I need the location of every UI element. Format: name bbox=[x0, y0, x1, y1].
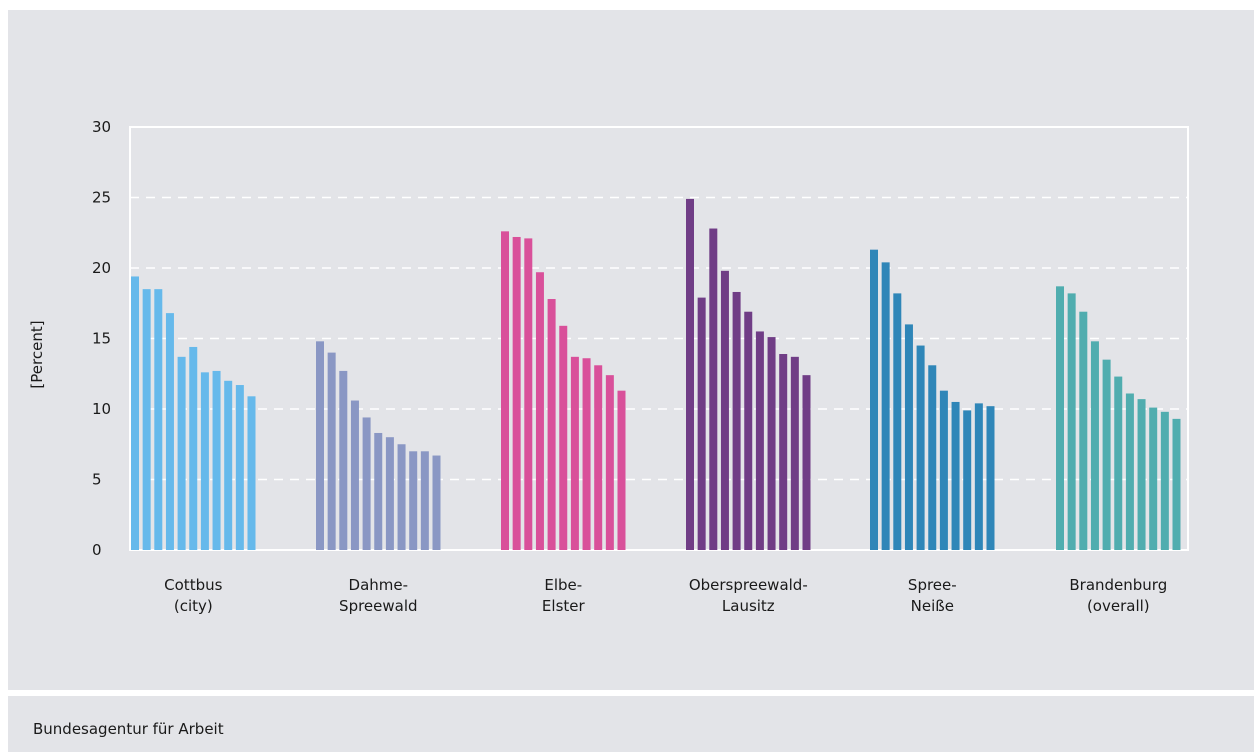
bar bbox=[1160, 411, 1169, 550]
bar bbox=[732, 291, 741, 550]
bar bbox=[963, 410, 972, 550]
category-label: Spree- bbox=[908, 576, 957, 594]
category-label: Lausitz bbox=[722, 597, 775, 615]
bar bbox=[790, 356, 799, 550]
bar bbox=[617, 390, 626, 550]
source-panel: Bundesagentur für Arbeit bbox=[8, 696, 1254, 752]
bar bbox=[904, 324, 913, 550]
bar bbox=[535, 272, 544, 550]
bar bbox=[200, 372, 209, 550]
bar bbox=[1067, 293, 1076, 550]
bar bbox=[916, 345, 925, 550]
bar bbox=[189, 346, 198, 550]
bar bbox=[247, 396, 256, 550]
bar bbox=[709, 228, 718, 550]
bar bbox=[594, 365, 603, 550]
bar bbox=[142, 289, 151, 550]
bar bbox=[939, 390, 948, 550]
category-label: (overall) bbox=[1087, 597, 1150, 615]
y-tick-label: 20 bbox=[92, 259, 111, 277]
bar bbox=[767, 337, 776, 550]
chart-panel: 0 5 10 15 20 25 30 [Percent] Cottbus (city) Dahme-… bbox=[8, 10, 1254, 690]
category-label: Brandenburg bbox=[1069, 576, 1167, 594]
y-tick-label: 5 bbox=[92, 471, 102, 489]
bar bbox=[570, 356, 579, 550]
bar bbox=[235, 385, 244, 550]
category-label: Neiße bbox=[911, 597, 954, 615]
bar bbox=[1056, 286, 1064, 550]
bar bbox=[1102, 359, 1111, 550]
bar bbox=[686, 198, 694, 550]
bar bbox=[524, 238, 533, 550]
bar bbox=[177, 356, 186, 550]
bar bbox=[547, 299, 556, 550]
bar bbox=[350, 400, 359, 550]
category-label: Cottbus bbox=[164, 576, 222, 594]
bar bbox=[720, 270, 729, 550]
y-tick-label: 0 bbox=[92, 541, 102, 559]
bar bbox=[893, 293, 902, 550]
bar bbox=[779, 354, 788, 550]
bar bbox=[397, 444, 406, 550]
bar bbox=[165, 313, 174, 550]
bar bbox=[1090, 341, 1099, 550]
y-tick-label: 25 bbox=[92, 189, 111, 207]
bar bbox=[501, 231, 509, 550]
bar bbox=[1172, 418, 1181, 550]
bar bbox=[1137, 399, 1146, 550]
bar bbox=[362, 417, 371, 550]
bar-chart: 0 5 10 15 20 25 30 [Percent] Cottbus (city) Dahme-… bbox=[28, 118, 1189, 615]
y-tick-label: 10 bbox=[92, 400, 111, 418]
bar bbox=[316, 341, 324, 550]
bar bbox=[755, 331, 764, 550]
bar bbox=[327, 352, 336, 550]
y-axis-title: [Percent] bbox=[28, 320, 46, 388]
bar bbox=[974, 403, 983, 550]
bar bbox=[420, 451, 429, 550]
bar bbox=[1079, 311, 1088, 550]
y-tick-label: 15 bbox=[92, 330, 111, 348]
bar bbox=[409, 451, 418, 550]
bar bbox=[374, 432, 383, 550]
category-label: Elbe- bbox=[544, 576, 582, 594]
category-label: Oberspreewald- bbox=[689, 576, 808, 594]
bar bbox=[744, 311, 753, 550]
bar bbox=[559, 325, 568, 550]
bar bbox=[697, 297, 706, 550]
bar bbox=[582, 358, 591, 550]
bar bbox=[802, 375, 811, 550]
bar bbox=[154, 289, 163, 550]
bar bbox=[951, 401, 960, 550]
category-label: (city) bbox=[174, 597, 213, 615]
source-text: Bundesagentur für Arbeit bbox=[33, 720, 224, 738]
bar bbox=[986, 406, 995, 550]
bar bbox=[339, 370, 348, 550]
category-label: Spreewald bbox=[339, 597, 418, 615]
bar bbox=[1125, 393, 1134, 550]
bar bbox=[1149, 407, 1158, 550]
bar bbox=[224, 380, 233, 550]
category-label: Dahme- bbox=[349, 576, 409, 594]
bar bbox=[881, 262, 890, 550]
bar bbox=[131, 276, 139, 550]
bar bbox=[870, 249, 878, 551]
category-label: Elster bbox=[542, 597, 586, 615]
bar bbox=[605, 375, 614, 550]
y-tick-label: 30 bbox=[92, 118, 111, 136]
bar bbox=[512, 236, 521, 551]
bar bbox=[928, 365, 937, 550]
bar bbox=[212, 370, 221, 550]
bar bbox=[432, 455, 441, 550]
bar bbox=[385, 437, 394, 550]
bar bbox=[1114, 376, 1123, 550]
